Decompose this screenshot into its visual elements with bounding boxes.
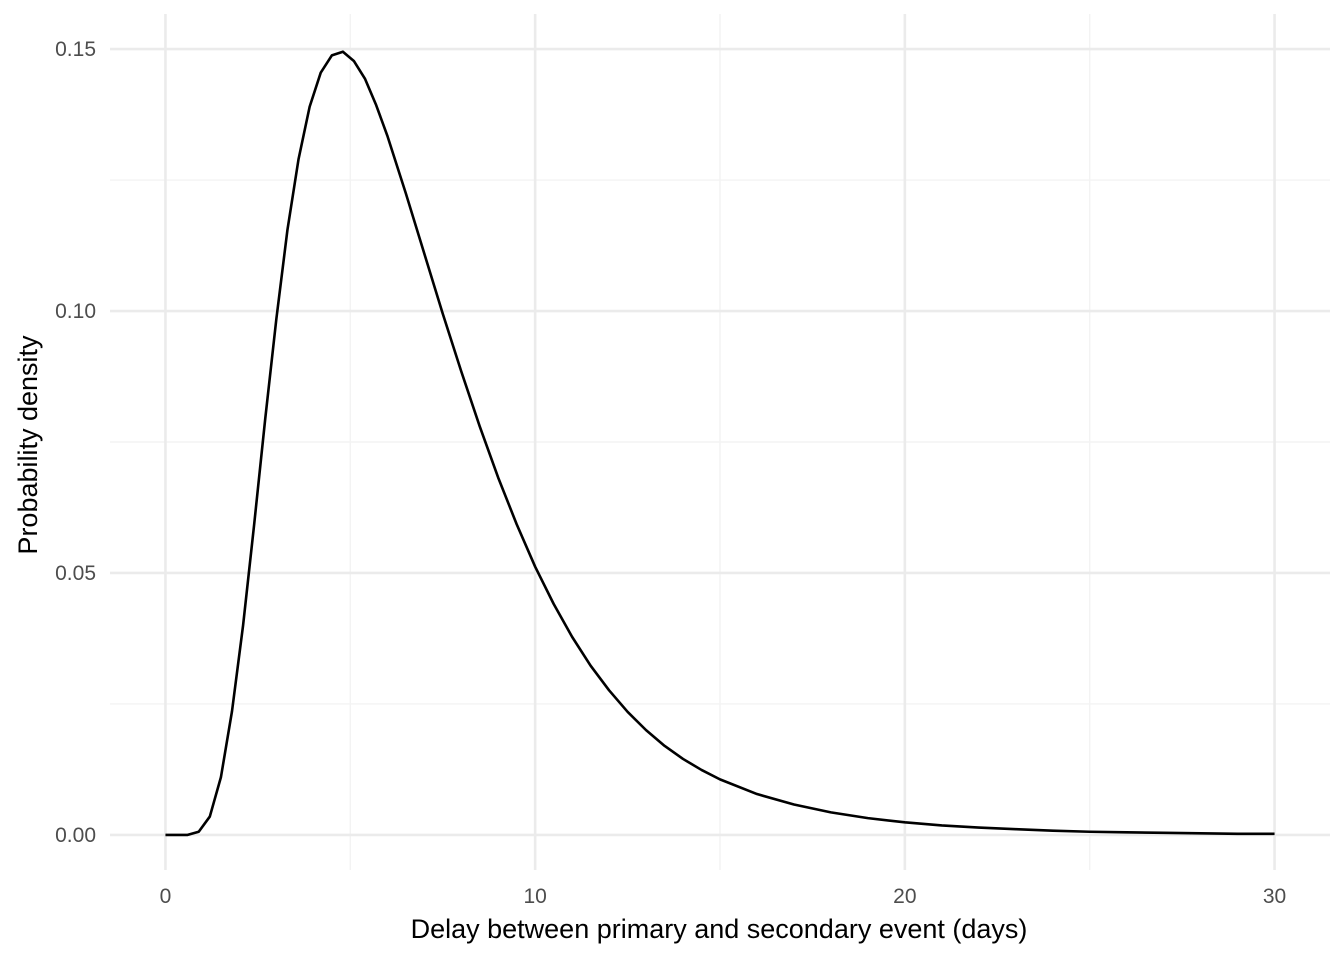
- minor-gridlines: [110, 14, 1330, 870]
- y-tick-label: 0.15: [55, 38, 96, 61]
- x-axis-tick-labels: 0 10 20 30: [160, 885, 1287, 908]
- y-axis-tick-labels: 0.00 0.05 0.10 0.15: [55, 38, 96, 847]
- y-tick-label: 0.05: [55, 562, 96, 585]
- x-axis-title: Delay between primary and secondary even…: [411, 914, 1028, 944]
- x-tick-label: 20: [893, 885, 916, 908]
- y-axis-title: Probability density: [13, 335, 43, 555]
- x-tick-label: 30: [1263, 885, 1286, 908]
- major-gridlines: [110, 14, 1330, 870]
- y-tick-label: 0.00: [55, 824, 96, 847]
- series-layer: [165, 50, 1275, 837]
- y-tick-label: 0.10: [55, 300, 96, 323]
- x-tick-label: 10: [523, 885, 546, 908]
- x-tick-label: 0: [160, 885, 172, 908]
- density-curve: [165, 50, 1275, 837]
